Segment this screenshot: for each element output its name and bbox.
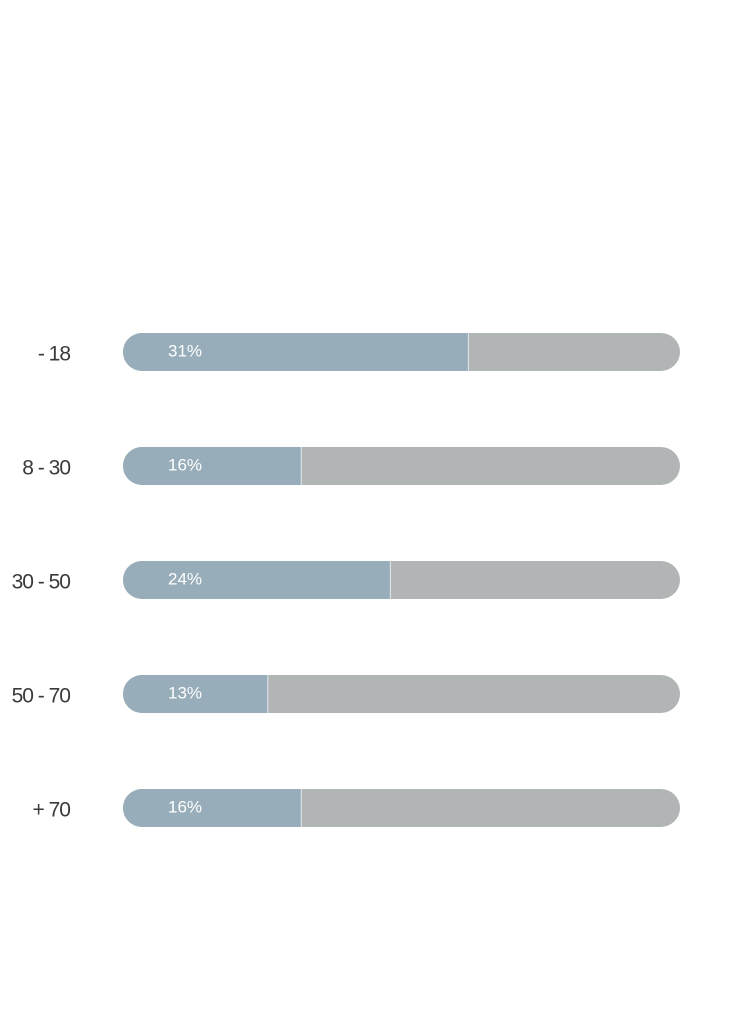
bar xyxy=(123,333,469,371)
bar xyxy=(123,447,302,485)
category-label: 8 - 30 xyxy=(22,457,70,480)
value-label: 24% xyxy=(168,569,202,588)
bar xyxy=(123,789,302,827)
value-label: 16% xyxy=(168,455,202,474)
bar xyxy=(123,675,268,713)
category-label: - 18 xyxy=(38,343,71,366)
bar-row xyxy=(123,675,680,713)
value-label: 13% xyxy=(168,683,202,702)
bar-row xyxy=(123,789,680,827)
bar-row xyxy=(123,561,680,599)
value-label: 31% xyxy=(168,341,202,360)
category-label: 30 - 50 xyxy=(12,571,71,594)
value-label: 16% xyxy=(168,797,202,816)
category-label: + 70 xyxy=(33,799,71,822)
bar-row xyxy=(123,333,680,371)
category-label: 50 - 70 xyxy=(12,685,71,708)
bar-row xyxy=(123,447,680,485)
bar xyxy=(123,561,391,599)
